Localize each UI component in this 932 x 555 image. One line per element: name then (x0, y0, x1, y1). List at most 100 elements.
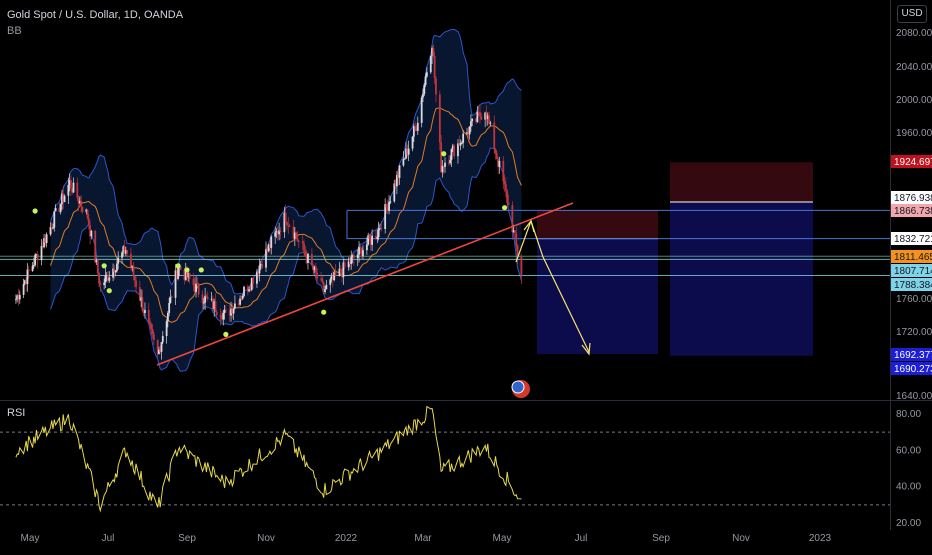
position-target-zone-1[interactable] (537, 238, 658, 355)
position-stop-zone-1[interactable] (537, 210, 658, 239)
candle-body (488, 115, 490, 123)
candle-body (457, 143, 459, 157)
candle-body (256, 271, 258, 284)
candle-body (507, 202, 510, 205)
candle-body (98, 272, 100, 284)
event-flag-icon[interactable] (511, 380, 525, 394)
rsi-panel[interactable]: 80.00 60.00 40.00 20.00 (0, 405, 921, 529)
candle-body (259, 264, 262, 266)
candle-body (187, 272, 190, 278)
candle-body (386, 207, 389, 211)
projection-arrows[interactable] (515, 219, 591, 356)
currency-button[interactable]: USD (897, 5, 927, 23)
candle-body (40, 245, 43, 261)
price-tick-label: 2000.000 (896, 95, 932, 106)
candle-body (494, 149, 497, 154)
candle-body (301, 241, 304, 244)
candle-body (108, 277, 111, 281)
candle-body (432, 48, 435, 57)
candle-body (269, 244, 271, 248)
ascending-trendline[interactable] (156, 202, 574, 366)
candle-body (324, 289, 326, 292)
candle-body (362, 250, 364, 257)
candle-body (150, 324, 153, 329)
time-tick-label: Sep (178, 533, 196, 544)
candle-body (484, 112, 487, 120)
candle-body (342, 262, 345, 278)
position-stop-zone-2[interactable] (670, 162, 813, 202)
candle-body (26, 269, 29, 285)
time-axis[interactable]: May Jul Sep Nov 2022 Mar May Jul Sep Nov 2023 (21, 533, 832, 544)
candle-body (78, 201, 81, 204)
candle-body (71, 188, 74, 193)
candle-body (89, 225, 91, 237)
candle-body (193, 285, 196, 292)
candle-body (63, 195, 66, 203)
candle-body (58, 208, 61, 212)
candle-body (80, 201, 83, 207)
candle-body (16, 295, 19, 300)
time-tick-label: Nov (732, 533, 750, 544)
candle-body (159, 349, 162, 352)
candle-body (258, 265, 261, 274)
candle-body (520, 256, 523, 277)
candle-body (152, 334, 155, 340)
candle-body (331, 276, 334, 281)
candle-body (96, 259, 99, 273)
candle-body (237, 303, 240, 305)
candle-body (142, 310, 145, 313)
candle-body (458, 143, 461, 146)
candle-body (371, 235, 374, 245)
candle-body (270, 236, 273, 248)
candles (15, 44, 523, 360)
rsi-label[interactable]: RSI (7, 407, 26, 419)
symbol-title: Gold Spot / U.S. Dollar, 1D, OANDA (7, 9, 184, 21)
candle-body (132, 265, 135, 276)
candle-body (54, 208, 57, 212)
signal-dot (501, 205, 508, 211)
candle-body (243, 286, 245, 296)
candle-body (350, 257, 353, 264)
candle-body (123, 246, 126, 254)
candle-body (265, 249, 267, 268)
candle-body (221, 317, 223, 320)
time-tick-label: Sep (652, 533, 670, 544)
price-tags: 1924.697 1876.938 1866.738 1832.721 1811.465… (891, 155, 932, 375)
candle-body (389, 201, 392, 203)
candle-body (252, 278, 254, 284)
candle-body (179, 266, 182, 270)
candle-body (303, 243, 305, 252)
candle-body (284, 212, 287, 223)
projection-path[interactable] (515, 219, 590, 353)
indicator-bb-label[interactable]: BB (7, 25, 22, 37)
candle-body (206, 297, 209, 299)
candle-body (467, 132, 470, 135)
position-target-zone-2[interactable] (670, 201, 813, 356)
price-axis[interactable]: 2080.000 2040.000 2000.000 1960.000 1760.000… (896, 28, 932, 402)
rectangle-level (346, 210, 890, 240)
candle-body (25, 280, 28, 285)
candle-body (384, 204, 387, 229)
price-tag-box (891, 264, 932, 277)
candle-body (422, 94, 424, 98)
candle-body (230, 308, 232, 316)
candle-body (113, 268, 116, 273)
candle-body (397, 175, 400, 178)
candle-body (338, 268, 341, 276)
candle-body (266, 249, 269, 252)
candle-body (515, 233, 518, 246)
candle-body (72, 182, 75, 193)
candle-body (67, 184, 70, 196)
candle-body (334, 272, 337, 276)
candle-body (275, 231, 278, 233)
candle-body (249, 289, 252, 291)
candle-body (50, 226, 53, 229)
price-tag-label: 1811.465 (894, 252, 932, 263)
candle-body (257, 271, 260, 274)
candle-body (44, 237, 47, 244)
candle-body (18, 294, 21, 300)
candle-body (140, 297, 143, 301)
candle-body (215, 312, 218, 316)
